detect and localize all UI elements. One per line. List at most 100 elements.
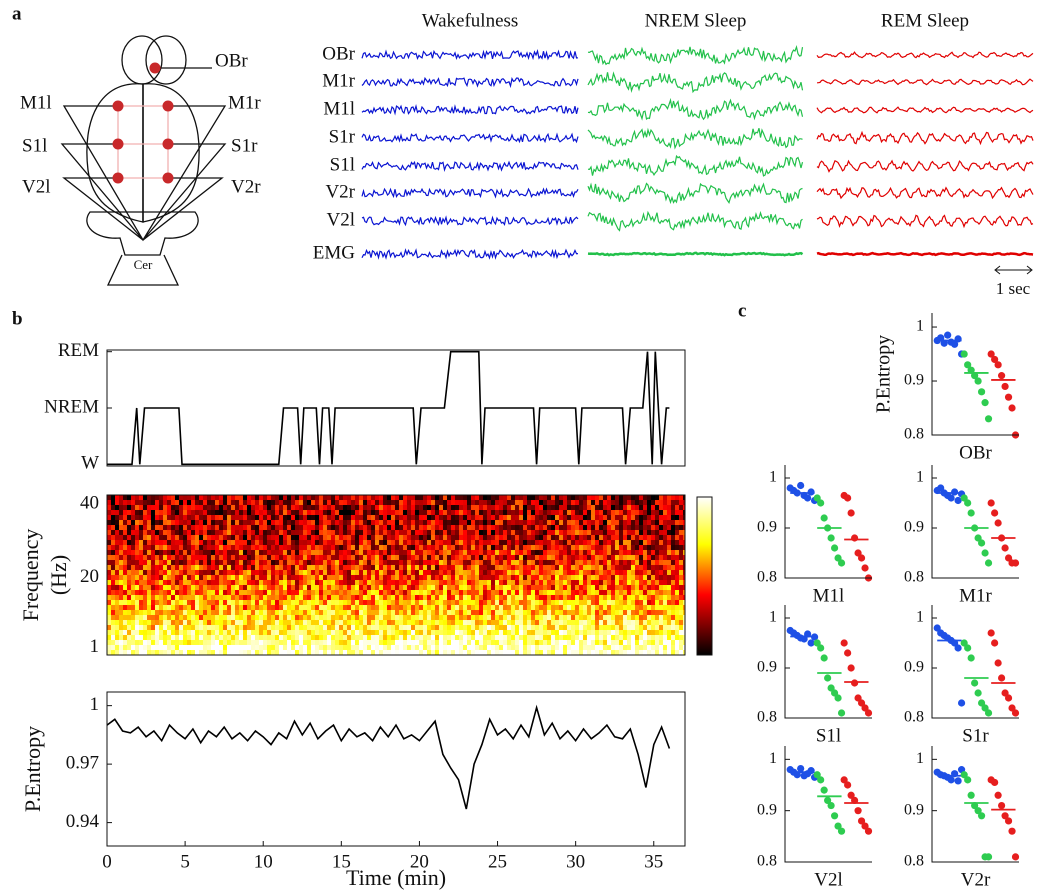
spectrogram-cell: [527, 605, 531, 610]
spectrogram-cell: [187, 505, 191, 510]
spectrogram-cell: [655, 525, 659, 530]
spectrogram-cell: [151, 535, 155, 540]
spectrogram-cell: [527, 615, 531, 620]
spectrogram-cell: [355, 570, 359, 575]
spectrogram-cell: [263, 610, 267, 615]
spectrogram-cell: [123, 570, 127, 575]
spectrogram-cell: [191, 500, 195, 505]
spectrogram-cell: [511, 565, 515, 570]
spectrogram-cell: [591, 540, 595, 545]
spectrogram-cell: [551, 565, 555, 570]
spectrogram-cell: [567, 525, 571, 530]
spectrogram-cell: [239, 635, 243, 640]
spectrogram-cell: [191, 560, 195, 565]
spectrogram-cell: [247, 515, 251, 520]
spectrogram-cell: [619, 595, 623, 600]
spectrogram-cell: [115, 595, 119, 600]
spectrogram-cell: [627, 560, 631, 565]
spectrogram-cell: [303, 595, 307, 600]
spectrogram-cell: [299, 640, 303, 645]
spectrogram-cell: [619, 500, 623, 505]
spectrogram-cell: [595, 500, 599, 505]
spectrogram-cell: [127, 510, 131, 515]
spectrogram-cell: [367, 615, 371, 620]
spectrogram-cell: [155, 590, 159, 595]
spectrogram-cell: [515, 550, 519, 555]
spectrogram-cell: [251, 650, 255, 655]
spectrogram-cell: [451, 605, 455, 610]
spectrogram-cell: [575, 495, 579, 500]
point: [998, 372, 1005, 379]
spectrogram-cell: [671, 555, 675, 560]
spectrogram-cell: [251, 530, 255, 535]
spectrogram-cell: [455, 540, 459, 545]
spectrogram-cell: [267, 510, 271, 515]
spectrogram-cell: [171, 560, 175, 565]
spectrogram-cell: [503, 500, 507, 505]
spectrogram-cell: [495, 505, 499, 510]
spectrogram-cell: [435, 605, 439, 610]
spectrogram-cell: [539, 570, 543, 575]
spectrogram-cell: [119, 650, 123, 655]
spectrogram-cell: [255, 610, 259, 615]
spectrogram-cell: [583, 625, 587, 630]
spectrogram-cell: [131, 540, 135, 545]
spectrogram-cell: [535, 575, 539, 580]
spectrogram-cell: [279, 555, 283, 560]
point: [985, 559, 992, 566]
spectrogram-cell: [507, 570, 511, 575]
spectrogram-cell: [187, 625, 191, 630]
spectrogram-cell: [567, 585, 571, 590]
spectrogram-cell: [583, 515, 587, 520]
spectrogram-cell: [115, 645, 119, 650]
spectrogram-cell: [503, 650, 507, 655]
spectrogram-cell: [159, 535, 163, 540]
spectrogram-cell: [419, 565, 423, 570]
spectrogram-cell: [547, 530, 551, 535]
spectrogram-cell: [607, 595, 611, 600]
spectrogram-cell: [139, 575, 143, 580]
spectrogram-cell: [315, 560, 319, 565]
spectrogram-cell: [507, 580, 511, 585]
spectrogram-cell: [503, 535, 507, 540]
spectrogram-cell: [603, 500, 607, 505]
spectrogram-cell: [615, 625, 619, 630]
spectrogram-cell: [447, 520, 451, 525]
spectrogram-cell: [135, 640, 139, 645]
spectrogram-cell: [215, 495, 219, 500]
spectrogram-cell: [483, 595, 487, 600]
spectrogram-cell: [351, 545, 355, 550]
point: [821, 514, 828, 521]
spectrogram-cell: [239, 525, 243, 530]
spectrogram-cell: [183, 545, 187, 550]
spectrogram-cell: [551, 540, 555, 545]
spectrogram-cell: [519, 650, 523, 655]
spectrogram-cell: [239, 645, 243, 650]
spectrogram-cell: [199, 650, 203, 655]
spectrogram-cell: [559, 550, 563, 555]
spectrogram-cell: [175, 590, 179, 595]
spectrogram-cell: [663, 645, 667, 650]
spectrogram-cell: [631, 615, 635, 620]
spectrogram-cell: [307, 570, 311, 575]
spectrogram-cell: [611, 600, 615, 605]
spectrogram-cell: [295, 550, 299, 555]
spectrogram-cell: [415, 635, 419, 640]
spectrogram-cell: [579, 575, 583, 580]
spectrogram-cell: [371, 545, 375, 550]
spectrogram-cell: [635, 545, 639, 550]
spectrogram-cell: [155, 540, 159, 545]
spectrogram-cell: [659, 580, 663, 585]
spectrogram-cell: [107, 630, 111, 635]
spectrogram-cell: [355, 645, 359, 650]
spectrogram-cell: [467, 615, 471, 620]
spectrogram-cell: [447, 565, 451, 570]
spectrogram-cell: [583, 620, 587, 625]
spectrogram-cell: [599, 555, 603, 560]
spectrogram-cell: [203, 575, 207, 580]
spectrogram-cell: [319, 560, 323, 565]
spectrogram-cell: [311, 645, 315, 650]
spectrogram-cell: [211, 585, 215, 590]
spectrogram-cell: [123, 535, 127, 540]
spectrogram-cell: [159, 620, 163, 625]
